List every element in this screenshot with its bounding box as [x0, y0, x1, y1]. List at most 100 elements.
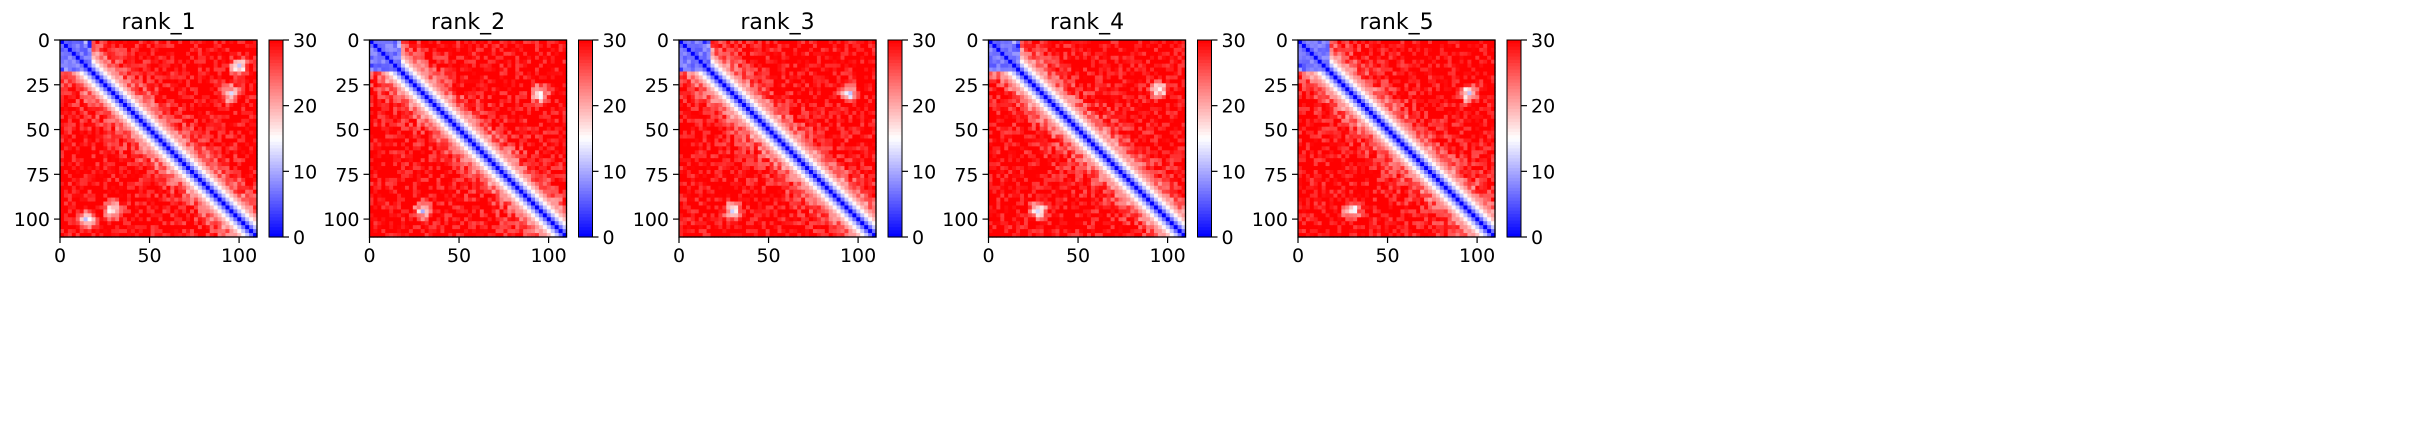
heatmap-cell [393, 225, 398, 230]
heatmap-cell [146, 185, 152, 191]
heatmap-cell [408, 154, 414, 159]
heatmap-cell [75, 189, 81, 195]
heatmap-cell [424, 122, 430, 128]
heatmap-cell [115, 130, 120, 136]
heatmap-cell [420, 87, 426, 92]
heatmap-cell [416, 83, 422, 88]
heatmap-cell [83, 185, 89, 191]
heatmap-cell [538, 189, 544, 195]
heatmap-cell [174, 75, 179, 80]
heatmap-cell [515, 118, 520, 124]
heatmap-cell [126, 154, 132, 159]
heatmap-cell [225, 150, 231, 155]
heatmap-cell [483, 193, 489, 199]
heatmap-cell [519, 79, 524, 84]
heatmap-cell [440, 221, 445, 226]
heatmap-cell [170, 87, 175, 92]
heatmap-cell [95, 150, 100, 155]
heatmap-cell [381, 43, 386, 49]
heatmap-cell [229, 55, 234, 61]
heatmap-cell [456, 158, 461, 163]
heatmap-cell [464, 205, 469, 211]
heatmap-cell [385, 209, 390, 214]
heatmap-cell [162, 99, 167, 104]
heatmap-cell [448, 158, 453, 163]
heatmap-cell [193, 110, 199, 116]
heatmap-cell [444, 134, 449, 140]
heatmap-cell [448, 126, 453, 132]
heatmap-cell [440, 91, 445, 96]
heatmap-cell [217, 47, 223, 53]
heatmap-cell [79, 166, 85, 171]
heatmap-cell [166, 158, 171, 163]
heatmap-cell [416, 122, 422, 128]
heatmap-cell [389, 126, 394, 132]
heatmap-cell [178, 173, 183, 179]
heatmap-cell [119, 99, 124, 104]
heatmap-cell [483, 59, 489, 65]
heatmap-cell [412, 103, 418, 108]
heatmap-cell [452, 130, 457, 136]
heatmap-cell [428, 209, 434, 214]
heatmap-cell [404, 118, 410, 124]
heatmap-cell [436, 51, 442, 57]
heatmap-cell [142, 106, 148, 112]
heatmap-cell [546, 213, 552, 218]
heatmap-cell [373, 166, 378, 171]
heatmap-cell [111, 181, 116, 187]
heatmap-cell [83, 150, 89, 155]
heatmap-cell [130, 118, 136, 124]
heatmap-cell [456, 166, 461, 171]
heatmap-cell [241, 233, 246, 238]
heatmap-cell [154, 193, 160, 199]
heatmap-cell [60, 95, 65, 100]
heatmap-cell [79, 130, 85, 136]
heatmap-cell [174, 59, 179, 65]
heatmap-cell [491, 106, 497, 112]
heatmap-cell [162, 209, 167, 214]
heatmap-cell [385, 181, 390, 187]
heatmap-cell [523, 130, 528, 136]
heatmap-cell [538, 75, 544, 80]
heatmap-cell [487, 126, 493, 132]
heatmap-cell [213, 99, 219, 104]
heatmap-cell [468, 193, 473, 199]
heatmap-cell [213, 154, 219, 159]
heatmap-cell [221, 51, 227, 57]
heatmap-cell [436, 166, 442, 171]
heatmap-cell [408, 67, 414, 73]
heatmap-cell [534, 221, 540, 226]
heatmap-cell [83, 63, 89, 69]
heatmap-cell [217, 138, 223, 144]
heatmap-cell [130, 79, 136, 84]
heatmap-cell [416, 225, 422, 230]
heatmap-cell [107, 110, 112, 116]
heatmap-cell [471, 40, 477, 45]
heatmap-cell [95, 40, 100, 45]
heatmap-cell [107, 181, 112, 187]
heatmap-cell [546, 83, 552, 88]
heatmap-cell [420, 158, 426, 163]
heatmap-cell [205, 83, 211, 88]
heatmap-cell [91, 150, 97, 155]
heatmap-cell [448, 221, 453, 226]
heatmap-cell [225, 106, 231, 112]
heatmap-cell [63, 91, 69, 96]
heatmap-cell [225, 110, 231, 116]
heatmap-cell [531, 75, 536, 80]
heatmap-cell [158, 87, 164, 92]
heatmap-cell [130, 114, 136, 120]
heatmap-cell [527, 173, 532, 179]
heatmap-cell [193, 217, 199, 222]
heatmap-cell [71, 209, 77, 214]
heatmap-cell [63, 166, 69, 171]
heatmap-cell [229, 79, 234, 84]
heatmap-cell [475, 221, 481, 226]
heatmap-cell [103, 51, 108, 57]
heatmap-cell [440, 189, 445, 195]
heatmap-cell [186, 110, 191, 116]
heatmap-cell [197, 225, 203, 230]
heatmap-cell [209, 221, 215, 226]
heatmap-cell [201, 114, 207, 120]
heatmap-cell [507, 71, 512, 77]
